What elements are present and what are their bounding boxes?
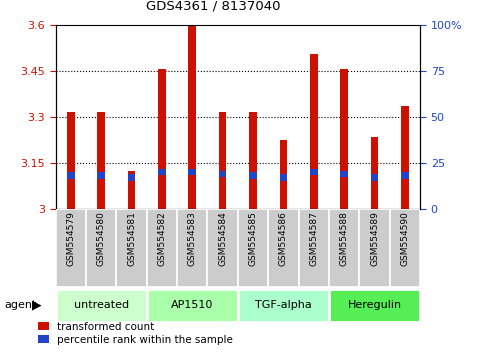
Legend: transformed count, percentile rank within the sample: transformed count, percentile rank withi… <box>34 317 237 349</box>
Bar <box>147 289 238 322</box>
Bar <box>98 172 105 179</box>
Bar <box>249 172 257 179</box>
Bar <box>310 54 318 209</box>
Bar <box>158 69 166 209</box>
Bar <box>371 137 378 209</box>
Bar <box>158 169 166 175</box>
Bar <box>208 209 238 287</box>
Bar <box>98 112 105 209</box>
Bar <box>298 209 329 287</box>
Bar <box>268 209 298 287</box>
Text: AP1510: AP1510 <box>171 300 213 310</box>
Bar <box>67 172 74 179</box>
Bar <box>341 171 348 177</box>
Text: GSM554579: GSM554579 <box>66 211 75 266</box>
Bar <box>56 289 147 322</box>
Bar <box>86 209 116 287</box>
Text: GSM554587: GSM554587 <box>309 211 318 266</box>
Bar <box>128 174 135 181</box>
Text: GSM554588: GSM554588 <box>340 211 349 266</box>
Bar <box>341 69 348 209</box>
Text: ▶: ▶ <box>32 299 42 312</box>
Bar <box>371 174 378 181</box>
Text: GSM554586: GSM554586 <box>279 211 288 266</box>
Bar <box>67 112 74 209</box>
Bar <box>401 106 409 209</box>
Bar <box>249 112 257 209</box>
Text: GSM554581: GSM554581 <box>127 211 136 266</box>
Text: untreated: untreated <box>73 300 128 310</box>
Text: GSM554584: GSM554584 <box>218 211 227 266</box>
Bar <box>280 174 287 181</box>
Bar <box>310 169 318 175</box>
Text: GSM554580: GSM554580 <box>97 211 106 266</box>
Bar <box>116 209 147 287</box>
Bar <box>219 112 227 209</box>
Bar <box>238 289 329 322</box>
Text: GSM554590: GSM554590 <box>400 211 410 266</box>
Text: Heregulin: Heregulin <box>348 300 402 310</box>
Bar <box>219 171 227 177</box>
Bar <box>280 140 287 209</box>
Bar <box>188 169 196 175</box>
Text: GSM554589: GSM554589 <box>370 211 379 266</box>
Bar <box>329 209 359 287</box>
Bar <box>128 171 135 209</box>
Bar <box>188 26 196 209</box>
Bar <box>147 209 177 287</box>
Text: GSM554585: GSM554585 <box>249 211 257 266</box>
Bar <box>238 209 268 287</box>
Bar <box>177 209 208 287</box>
Text: GDS4361 / 8137040: GDS4361 / 8137040 <box>146 0 281 12</box>
Text: TGF-alpha: TGF-alpha <box>255 300 312 310</box>
Bar <box>56 209 86 287</box>
Text: GSM554582: GSM554582 <box>157 211 167 266</box>
Text: GSM554583: GSM554583 <box>188 211 197 266</box>
Bar <box>359 209 390 287</box>
Text: agent: agent <box>5 300 37 310</box>
Bar <box>329 289 420 322</box>
Bar <box>390 209 420 287</box>
Bar <box>401 172 409 179</box>
